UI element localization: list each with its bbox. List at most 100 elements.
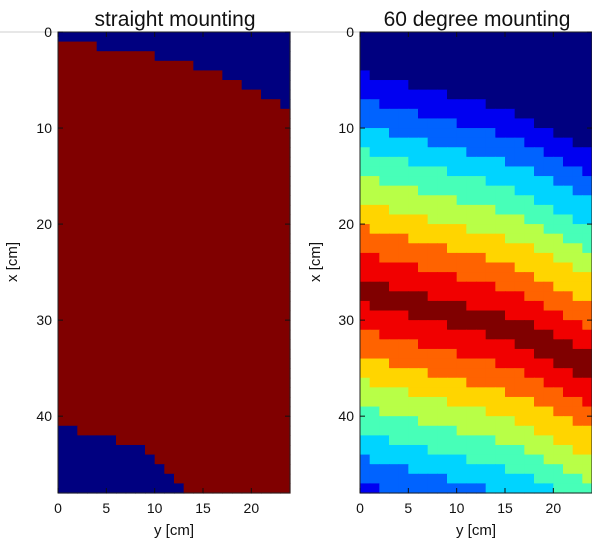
heatmap-cell [193, 233, 204, 244]
heatmap-cell [495, 387, 506, 398]
heatmap-cell [280, 368, 291, 379]
heatmap-cell [582, 60, 592, 72]
heatmap-cell [58, 80, 69, 91]
heatmap-cell [96, 396, 107, 408]
heatmap-cell [466, 339, 477, 350]
heatmap-cell [408, 195, 419, 206]
heatmap-cell [466, 348, 477, 360]
heatmap-cell [553, 89, 564, 100]
heatmap-cell [398, 108, 409, 120]
heatmap-cell [456, 320, 467, 331]
heatmap-cell [543, 444, 554, 456]
heatmap-cell [251, 70, 262, 81]
heatmap-cell [389, 348, 400, 360]
heatmap-cell [203, 70, 214, 81]
heatmap-cell [58, 185, 69, 196]
heatmap-cell [476, 377, 487, 388]
heatmap-cell [212, 310, 223, 321]
heatmap-cell [408, 252, 419, 264]
heatmap-cell [193, 339, 204, 350]
heatmap-cell [58, 435, 69, 446]
heatmap-cell [212, 204, 223, 216]
heatmap-cell [476, 80, 487, 91]
heatmap-cell [447, 320, 458, 331]
heatmap-cell [466, 252, 477, 264]
heatmap-cell [241, 214, 252, 225]
heatmap-cell [193, 300, 204, 312]
heatmap-cell [456, 416, 467, 427]
heatmap-cell [67, 454, 78, 465]
heatmap-cell [466, 310, 477, 321]
heatmap-cell [116, 224, 127, 235]
heatmap-cell [447, 252, 458, 264]
heatmap-cell [427, 89, 438, 100]
heatmap-cell [77, 272, 88, 283]
heatmap-cell [437, 214, 448, 225]
heatmap-cell [116, 435, 127, 446]
heatmap-cell [418, 368, 429, 379]
heatmap-cell [145, 70, 156, 81]
heatmap-cell [164, 425, 175, 436]
heatmap-cell [543, 416, 554, 427]
heatmap-cell [193, 464, 204, 475]
heatmap-cell [87, 416, 98, 427]
heatmap-cell [154, 166, 165, 177]
heatmap-cell [534, 224, 545, 235]
heatmap-cell [154, 233, 165, 244]
heatmap-cell [203, 281, 214, 292]
heatmap-cell [96, 137, 107, 148]
heatmap-cell [270, 80, 281, 91]
heatmap-cell [116, 483, 127, 494]
heatmap-cell [251, 310, 262, 321]
heatmap-cell [164, 339, 175, 350]
heatmap-cell [466, 425, 477, 436]
heatmap-cell [553, 281, 564, 292]
heatmap-cell [106, 435, 117, 446]
heatmap-cell [456, 454, 467, 465]
heatmap-cell [408, 454, 419, 465]
heatmap-cell [408, 272, 419, 283]
heatmap-cell [534, 329, 545, 340]
heatmap-cell [427, 32, 438, 43]
heatmap-cell [261, 214, 272, 225]
heatmap-cell [125, 483, 136, 494]
heatmap-cell [534, 300, 545, 312]
heatmap-cell [164, 89, 175, 100]
heatmap-cell [369, 262, 380, 273]
heatmap-cell [232, 310, 243, 321]
heatmap-cell [96, 176, 107, 187]
heatmap-cell [125, 41, 136, 52]
heatmap-cell [58, 89, 69, 100]
heatmap-cell [582, 224, 592, 235]
heatmap-cell [280, 224, 291, 235]
heatmap-cell [183, 416, 194, 427]
heatmap-cell [389, 128, 400, 139]
heatmap-cell [164, 329, 175, 340]
heatmap-cell [398, 243, 409, 254]
heatmap-cell [241, 348, 252, 360]
heatmap-cell [447, 387, 458, 398]
heatmap-cell [418, 224, 429, 235]
heatmap-cell [106, 166, 117, 177]
heatmap-cell [389, 70, 400, 81]
heatmap-cell [154, 224, 165, 235]
heatmap-cell [106, 348, 117, 360]
heatmap-cell [96, 147, 107, 158]
heatmap-cell [389, 224, 400, 235]
heatmap-cell [67, 32, 78, 43]
x-axis-ticks: 0 5 10 15 20 [356, 32, 561, 516]
heatmap-cell [369, 377, 380, 388]
heatmap-cell [125, 272, 136, 283]
heatmap-cell [212, 32, 223, 43]
heatmap-cell [203, 51, 214, 62]
heatmap-cell [389, 137, 400, 148]
heatmap-cell [174, 32, 185, 43]
heatmap-cell [77, 435, 88, 446]
heatmap-cell [398, 32, 409, 43]
heatmap-cell [534, 128, 545, 139]
heatmap-cell [87, 310, 98, 321]
heatmap-cell [135, 416, 146, 427]
heatmap-cell [280, 128, 291, 139]
heatmap-cell [514, 473, 525, 484]
heatmap-cell [232, 406, 243, 417]
